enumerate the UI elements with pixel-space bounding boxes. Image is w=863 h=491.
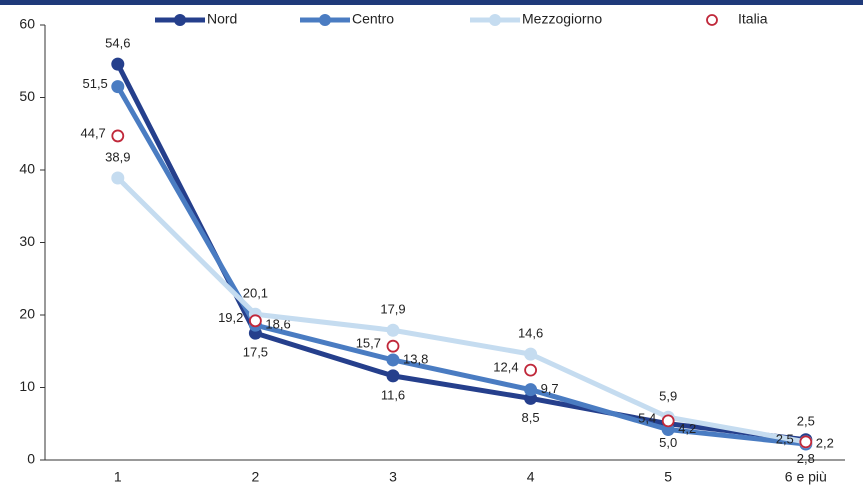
data-label: 2,5 [776,431,794,446]
data-label: 5,0 [659,435,677,450]
data-label: 9,7 [541,381,559,396]
legend-marker [174,14,186,26]
legend-marker [489,14,501,26]
x-tick-label: 6 e più [785,469,827,485]
point-marker [661,414,675,428]
point-marker [524,347,538,361]
data-label: 2,5 [797,413,815,428]
legend-label: Mezzogiorno [522,11,602,27]
point-marker [386,339,400,353]
point-marker [111,129,125,143]
series-line [115,85,807,447]
data-label: 2,8 [797,451,815,466]
y-tick-label: 40 [19,161,35,177]
data-label: 20,1 [243,286,268,301]
point-marker [386,353,400,367]
point-marker [111,171,125,185]
y-tick-label: 30 [19,233,35,249]
x-tick-label: 1 [114,469,122,485]
y-tick-label: 20 [19,306,35,322]
y-tick-label: 50 [19,88,35,104]
x-tick-label: 4 [527,469,535,485]
data-label: 5,9 [659,389,677,404]
data-label: 2,2 [816,435,834,450]
point-marker [524,363,537,377]
data-label: 44,7 [80,125,105,140]
legend-label: Centro [352,11,394,27]
legend-label: Italia [738,11,768,27]
data-label: 11,6 [381,387,405,402]
point-marker [799,435,813,449]
point-marker [524,383,538,397]
x-tick-label: 3 [389,469,397,485]
legend-marker [706,14,718,26]
data-label: 14,6 [518,326,543,341]
data-label: 5,4 [638,410,656,425]
data-label: 4,2 [678,421,696,436]
series-line [115,63,807,443]
data-label: 19,2 [218,310,243,325]
data-label: 12,4 [493,360,518,375]
y-tick-label: 10 [19,378,35,394]
data-label: 18,6 [265,317,290,332]
point-marker [111,80,125,94]
data-label: 13,8 [403,351,428,366]
data-label: 17,5 [243,345,268,360]
series-line [116,176,807,445]
data-label: 15,7 [356,336,381,351]
y-tick-label: 0 [27,451,35,467]
x-tick-label: 5 [664,469,672,485]
point-marker [386,323,400,337]
y-tick-label: 60 [19,16,35,32]
data-label: 38,9 [105,149,130,164]
point-marker [386,369,400,383]
data-label: 51,5 [82,76,107,91]
x-tick-label: 2 [252,469,260,485]
legend-marker [319,14,331,26]
data-label: 17,9 [380,302,405,317]
point-marker [111,57,125,71]
legend-label: Nord [207,11,237,27]
data-label: 54,6 [105,36,130,51]
point-marker [248,314,262,328]
header-strip [0,0,863,5]
data-label: 8,5 [522,410,540,425]
